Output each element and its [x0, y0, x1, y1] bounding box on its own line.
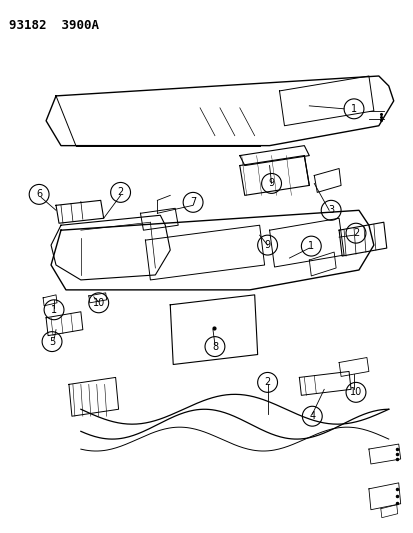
Text: 9: 9 [264, 240, 270, 250]
Text: 5: 5 [49, 337, 55, 346]
Text: 8: 8 [211, 342, 218, 352]
Text: 9: 9 [268, 179, 274, 189]
Text: 10: 10 [93, 298, 104, 308]
Text: 1: 1 [51, 305, 57, 315]
Text: 1: 1 [308, 241, 313, 251]
Text: 2: 2 [352, 228, 358, 238]
Text: 4: 4 [309, 411, 315, 421]
Text: 2: 2 [264, 377, 270, 387]
Text: 2: 2 [117, 188, 123, 197]
Text: 7: 7 [190, 197, 196, 207]
Text: 10: 10 [349, 387, 361, 397]
Text: 3: 3 [328, 205, 333, 215]
Text: 93182  3900A: 93182 3900A [9, 19, 99, 33]
Text: 6: 6 [36, 189, 42, 199]
Text: 1: 1 [350, 104, 356, 114]
